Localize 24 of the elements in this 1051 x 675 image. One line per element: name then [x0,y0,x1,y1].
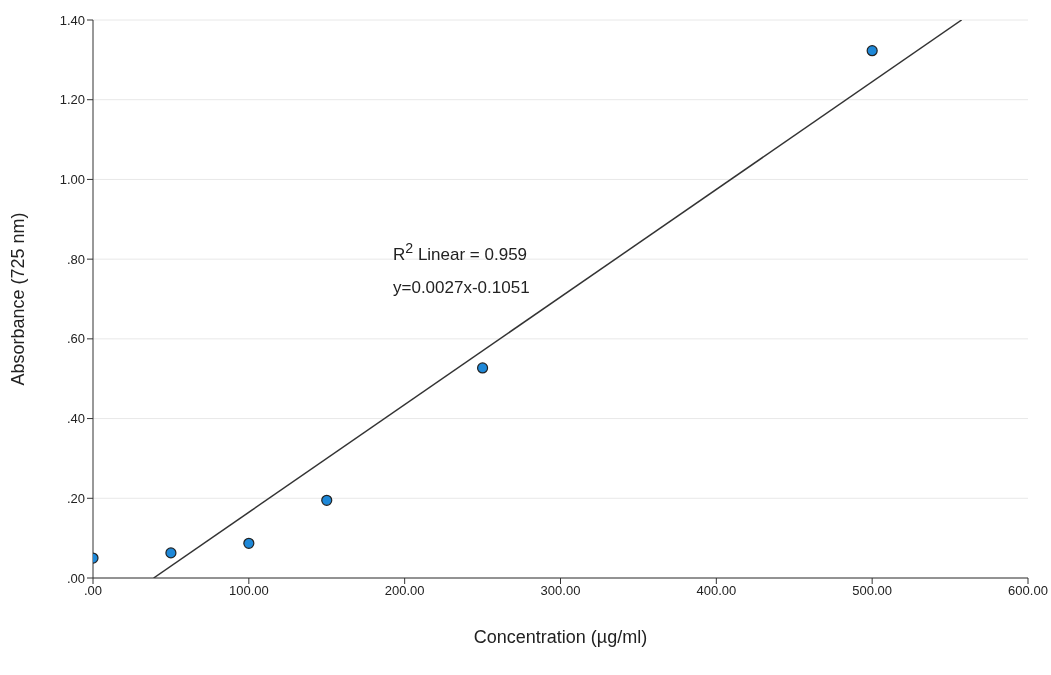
annotation: R$^{2}$ Linear = 0.959 [393,240,528,265]
x-tick-label: .00 [83,583,103,599]
y-tick-label: .40 [66,411,85,427]
x-tick-label: 100.00 [228,583,269,599]
x-tick-label: 200.00 [384,583,425,599]
point [165,547,177,559]
point [321,494,333,506]
point [866,45,878,57]
y-tick-label: 1.40 [59,12,85,28]
x-tick-label: 500.00 [852,583,893,599]
y-tick-label: 1.20 [59,92,85,108]
y-tick-label: .00 [66,570,85,586]
annotation: y=0.0027x-0.1051 [393,278,530,298]
point [243,537,255,549]
y-tick-label: .20 [66,490,85,506]
x-axis-title: Concentration (µg/ml) [473,627,648,647]
x-tick-label: 400.00 [696,583,737,599]
y-axis-title: Absorbance (725 nm) [8,212,29,386]
y-tick-label: .80 [66,251,85,267]
y-tick-label: .60 [66,331,85,347]
point [476,362,489,374]
x-tick-label: 300.00 [540,583,581,599]
x-tick-label: 600.00 [1008,583,1048,599]
y-tick-label: 1.00 [59,172,85,188]
